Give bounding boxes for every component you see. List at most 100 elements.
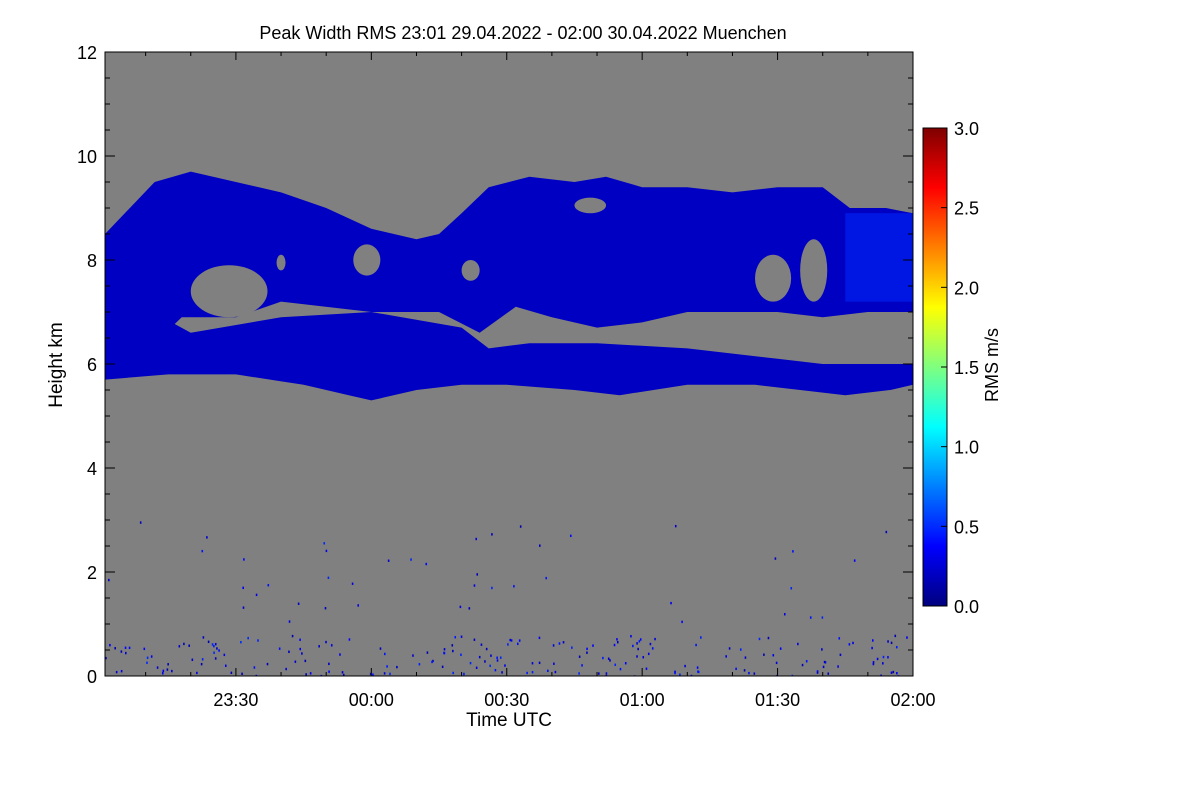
return-speck (538, 636, 541, 640)
return-speck (571, 646, 573, 649)
return-speck (638, 640, 641, 643)
x-axis: 23:30 00:00 00:30 01:00 01:30 02:00 (145, 52, 936, 710)
return-speck (630, 635, 632, 638)
return-speck (218, 649, 220, 652)
return-speck (696, 666, 699, 669)
return-speck (494, 668, 497, 672)
cloud-layer-lower (105, 286, 913, 401)
return-speck (167, 663, 169, 666)
return-speck (143, 647, 146, 651)
return-speck (674, 524, 677, 528)
return-speck (876, 657, 879, 661)
return-speck (616, 641, 619, 644)
return-speck (379, 647, 382, 650)
return-speck (614, 663, 617, 666)
return-speck (328, 670, 330, 673)
return-speck (178, 645, 181, 648)
return-speck (496, 659, 499, 662)
return-speck (214, 657, 217, 660)
return-speck (120, 669, 123, 673)
y-tick-label: 6 (87, 355, 97, 375)
return-speck (266, 662, 269, 666)
return-speck (351, 582, 354, 585)
colorbar-tick-label: 2.0 (954, 278, 979, 298)
return-speck (257, 639, 259, 642)
return-speck (478, 655, 481, 659)
plot-area (105, 52, 913, 676)
enhanced-rms-region (845, 213, 913, 302)
return-speck (516, 642, 519, 646)
return-speck (348, 638, 351, 641)
return-speck (507, 643, 509, 646)
return-speck (619, 667, 622, 671)
return-speck (816, 670, 819, 673)
return-speck (607, 657, 610, 660)
cloud-gap-c (276, 254, 286, 271)
return-speck (320, 674, 323, 676)
return-speck (223, 653, 226, 657)
return-speck (389, 672, 391, 676)
return-speck (801, 663, 804, 667)
return-speck (605, 674, 608, 676)
return-speck (120, 650, 123, 653)
return-speck (324, 607, 327, 610)
return-speck (649, 642, 652, 646)
return-speck (171, 669, 173, 673)
return-speck (491, 533, 493, 536)
return-speck (288, 620, 291, 623)
return-speck (553, 662, 555, 665)
return-speck (519, 525, 522, 528)
return-speck (196, 671, 198, 675)
return-speck (330, 644, 333, 647)
return-speck (443, 648, 446, 651)
colorbar-tick-label: 3.0 (954, 119, 979, 139)
return-speck (887, 656, 889, 659)
return-speck (739, 648, 742, 651)
return-speck (162, 669, 165, 673)
return-speck (636, 655, 638, 658)
return-speck (418, 663, 421, 666)
return-speck (451, 644, 454, 647)
return-speck (323, 542, 326, 545)
return-speck (890, 641, 893, 645)
return-speck (383, 652, 386, 656)
cloud-gap-f (755, 254, 792, 302)
return-speck (697, 670, 700, 674)
return-speck (651, 647, 654, 650)
return-speck (489, 664, 491, 668)
return-speck (241, 672, 243, 675)
return-speck (852, 641, 854, 645)
return-speck (443, 651, 445, 655)
return-speck (501, 671, 503, 674)
return-speck (476, 573, 479, 576)
return-speck (288, 650, 290, 653)
return-speck (616, 638, 618, 641)
return-speck (485, 647, 488, 651)
return-speck (690, 674, 693, 676)
colorbar-tick-label: 2.5 (954, 199, 979, 219)
return-speck (681, 620, 683, 624)
return-speck (735, 667, 737, 671)
cloud-gap-g (800, 239, 828, 302)
return-speck (790, 587, 793, 590)
return-speck (838, 637, 841, 640)
y-axis: 0 2 4 6 8 10 12 (77, 43, 913, 687)
return-speck (545, 576, 548, 580)
return-speck (247, 636, 249, 640)
return-speck (224, 664, 227, 667)
return-speck (115, 670, 118, 674)
return-speck (216, 647, 218, 650)
return-speck (586, 647, 588, 651)
return-speck (211, 643, 214, 646)
return-speck (894, 634, 897, 638)
return-speck (410, 558, 412, 561)
return-speck (642, 656, 645, 659)
return-speck (146, 661, 148, 664)
return-speck (763, 653, 765, 656)
return-speck (301, 652, 303, 655)
return-speck (108, 578, 110, 582)
return-speck (758, 637, 761, 641)
return-speck (797, 642, 799, 646)
x-axis-label: Time UTC (466, 710, 552, 731)
return-speck (872, 662, 875, 666)
